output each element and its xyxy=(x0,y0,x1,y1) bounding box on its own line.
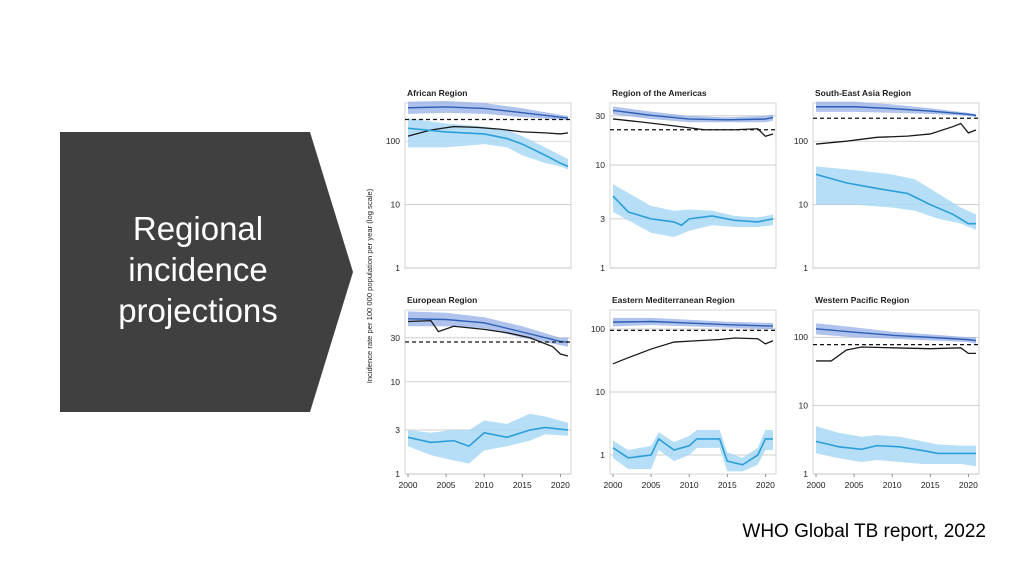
y-tick-label: 1 xyxy=(600,263,605,273)
x-tick-label: 2000 xyxy=(604,480,623,490)
blue-series-line xyxy=(815,173,976,225)
panel-title: Western Pacific Region xyxy=(815,295,909,305)
chart-panel: South-East Asia Region 1 10 100 xyxy=(794,88,980,273)
y-tick-label: 10 xyxy=(596,387,606,397)
slide-title: Regional incidence projections xyxy=(60,208,336,331)
blue-band xyxy=(408,413,568,464)
blue-series-line xyxy=(407,426,569,448)
blue-series-line xyxy=(407,127,569,168)
y-tick-label: 10 xyxy=(391,377,401,387)
y-tick-label: 1 xyxy=(803,469,808,479)
upper-band xyxy=(613,106,773,123)
x-tick-label: 2000 xyxy=(399,480,418,490)
y-tick-label: 10 xyxy=(799,200,809,210)
blue-band xyxy=(613,184,773,237)
x-tick-label: 2020 xyxy=(551,480,570,490)
upper-band xyxy=(816,323,976,344)
x-tick-label: 2015 xyxy=(513,480,532,490)
x-tick-label: 2005 xyxy=(845,480,864,490)
blue-series-line xyxy=(815,440,976,455)
x-tick-label: 2005 xyxy=(437,480,456,490)
y-tick-label: 3 xyxy=(395,425,400,435)
chart-panel: Region of the Americas 1 3 10 30 xyxy=(596,88,777,273)
black-series-line xyxy=(815,122,977,145)
x-tick-label: 2010 xyxy=(883,480,902,490)
upper-band-line xyxy=(815,328,977,342)
y-tick-label: 1 xyxy=(600,450,605,460)
y-tick-label: 3 xyxy=(600,214,605,224)
chart-panel: European Region 1 3 10 30 2000 2005 2010 2015 202… xyxy=(391,295,572,490)
upper-band-line xyxy=(407,106,569,119)
x-tick-label: 2015 xyxy=(921,480,940,490)
y-tick-label: 10 xyxy=(596,160,606,170)
x-tick-label: 2020 xyxy=(959,480,978,490)
black-series-line xyxy=(407,319,569,357)
y-tick-label: 1 xyxy=(395,263,400,273)
y-tick-label: 10 xyxy=(391,200,401,210)
source-caption: WHO Global TB report, 2022 xyxy=(742,521,986,542)
black-series-line xyxy=(816,346,976,362)
upper-band xyxy=(408,311,568,347)
panel-title: African Region xyxy=(407,88,467,98)
upper-band xyxy=(408,101,568,121)
blue-series-line xyxy=(612,195,774,227)
chart-panel: Western Pacific Region 1 10 100 2000 2005 2010… xyxy=(794,295,980,490)
upper-band-line xyxy=(612,109,774,121)
x-tick-label: 2010 xyxy=(475,480,494,490)
y-tick-label: 30 xyxy=(391,333,401,343)
panel-title: Eastern Mediterranean Region xyxy=(612,295,735,305)
slide-title-line-2: incidence xyxy=(128,251,268,288)
black-series-line xyxy=(612,118,774,138)
y-tick-label: 100 xyxy=(794,136,808,146)
y-tick-label: 100 xyxy=(591,324,605,334)
blue-series-line xyxy=(612,437,773,466)
blue-band xyxy=(408,118,568,170)
y-tick-label: 30 xyxy=(596,111,606,121)
panel-title: Region of the Americas xyxy=(612,88,707,98)
upper-band-line xyxy=(816,106,977,117)
blue-band xyxy=(613,429,773,472)
chart-panel: Eastern Mediterranean Region 1 10 100 2000 20… xyxy=(591,295,777,490)
chart-panel: African Region 1 10 100 xyxy=(386,88,572,273)
panel-title: South-East Asia Region xyxy=(815,88,911,98)
y-tick-label: 1 xyxy=(395,469,400,479)
upper-band-line xyxy=(612,320,773,327)
x-tick-label: 2020 xyxy=(756,480,775,490)
arrow-panel-shape xyxy=(60,132,353,412)
black-series-line xyxy=(407,125,569,137)
y-tick-label: 100 xyxy=(386,136,400,146)
y-axis-label: Incidence rate per 100 000 population pe… xyxy=(365,188,374,383)
y-tick-label: 1 xyxy=(803,263,808,273)
x-tick-label: 2015 xyxy=(718,480,737,490)
x-tick-label: 2000 xyxy=(807,480,826,490)
slide-title-line-3: projections xyxy=(118,292,278,329)
x-tick-label: 2005 xyxy=(642,480,661,490)
slide-title-line-1: Regional xyxy=(132,210,264,247)
y-tick-label: 10 xyxy=(799,401,809,411)
blue-band xyxy=(816,166,976,230)
y-tick-label: 100 xyxy=(794,332,808,342)
panel-title: European Region xyxy=(407,295,477,305)
x-tick-label: 2010 xyxy=(680,480,699,490)
black-series-line xyxy=(612,337,774,365)
